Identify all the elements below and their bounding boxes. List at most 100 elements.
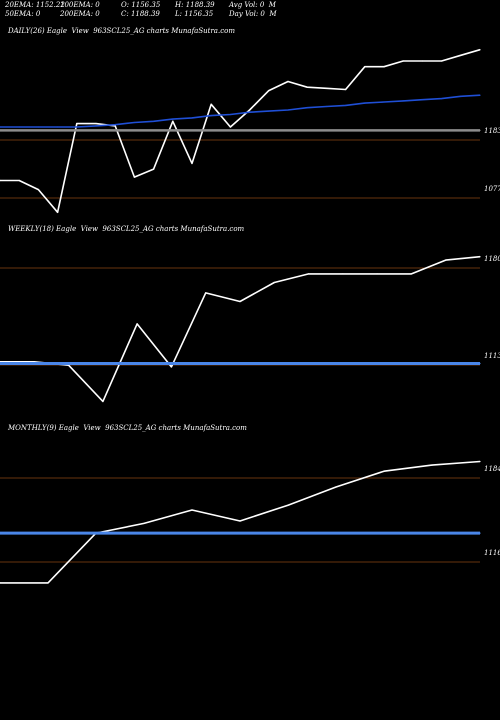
data-point [402,100,404,102]
data-point [421,129,423,131]
data-point [479,256,481,258]
data-point [364,102,366,104]
data-point [191,532,193,534]
open-readout: O: 1156.35 [121,1,161,9]
data-point [308,273,310,275]
data-point [383,66,385,68]
data-point [76,123,78,125]
data-point [47,582,49,584]
data-point [383,101,385,103]
level-label: 1113 [484,352,500,360]
data-point [18,129,20,131]
data-point [76,129,78,131]
data-point [0,126,1,128]
data-point [143,532,145,534]
data-point [57,211,59,213]
data-point [239,300,241,303]
price-series-line [0,460,481,584]
data-point [287,109,289,111]
ema20-readout: 20EMA: 1152.22 [5,1,65,9]
data-point [273,362,275,365]
level-label: 1184 [484,465,500,473]
data-point [325,87,327,89]
data-point [18,126,20,128]
data-point [479,532,481,534]
data-point [306,107,308,109]
data-point [268,110,270,112]
data-point [153,120,155,122]
data-point [345,104,347,106]
price-series-line [0,255,481,403]
data-point [383,129,385,131]
data-point [0,582,1,584]
data-point [249,109,251,111]
data-point [114,125,116,127]
data-point [229,129,231,131]
ema-series-line [0,94,481,128]
data-point [345,88,347,91]
day-vol-readout: Day Vol: 0 M [229,10,277,18]
data-point [18,179,20,182]
data-point [239,362,241,365]
data-point [441,60,443,62]
data-point [95,123,97,125]
data-point [0,179,1,182]
data-point [57,129,59,131]
data-point [191,509,193,511]
data-point [133,176,135,178]
data-point [345,129,347,131]
data-point [383,470,385,472]
ema50-readout: 50EMA: 0 [5,10,41,18]
data-point [102,362,104,365]
data-point [210,103,212,105]
data-point [191,162,193,164]
data-point [335,486,337,488]
data-point [239,520,241,522]
data-point [210,129,212,131]
data-point [268,90,270,92]
data-point [445,362,447,365]
data-point [68,362,70,365]
data-point [383,532,385,534]
data-point [441,129,443,131]
data-point [170,366,172,368]
data-point [306,129,308,131]
data-point [460,129,462,131]
data-point [95,125,97,127]
data-point [47,532,49,534]
data-point [402,129,404,131]
data-point [431,532,433,534]
data-point [479,129,481,131]
data-point [479,49,481,51]
data-point [57,126,59,128]
data-point [37,129,40,131]
data-point [191,129,193,131]
price-series-line [0,48,481,214]
data-point [364,66,366,68]
data-point [0,532,1,534]
data-point [249,111,251,113]
weekly-panel-title: WEEKLY(18) Eagle View 963SCL25_AG charts… [8,225,245,233]
data-point [287,532,289,534]
data-point [306,86,308,88]
data-point [376,273,378,275]
level-label: 1116 [484,549,500,557]
data-point [229,113,231,116]
data-point [287,504,289,506]
data-point [441,98,443,100]
data-point [172,129,174,131]
data-point [102,400,104,402]
data-point [325,105,327,108]
data-point [153,129,155,131]
data-point [95,129,97,131]
data-point [342,273,344,275]
data-point [479,94,481,96]
data-point [170,362,172,365]
data-point [431,464,433,466]
avg-vol-readout: Avg Vol: 0 M [229,1,276,9]
data-point [33,362,35,365]
data-point [445,259,447,261]
ema200-readout: 200EMA: 0 [60,10,100,18]
